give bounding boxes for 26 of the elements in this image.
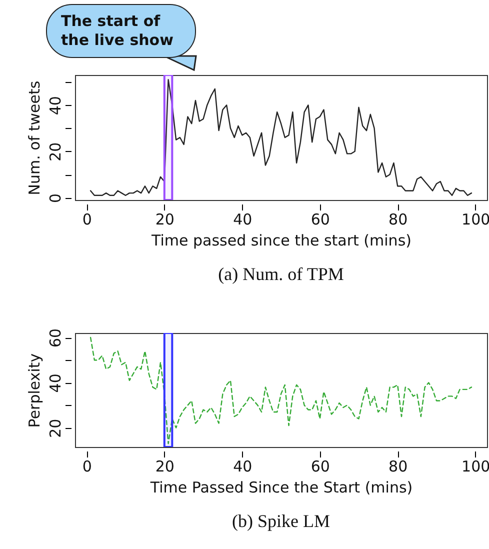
- x-tick-label: 80: [388, 210, 408, 228]
- x-tick-label: 60: [310, 210, 330, 228]
- x-tick-label: 20: [155, 210, 174, 228]
- x-axis-title: Time passed since the start (mins): [150, 232, 412, 250]
- text: (b) Spike LM: [232, 511, 330, 531]
- y-tick-label: 60: [46, 328, 64, 348]
- y-tick-label: 20: [46, 418, 64, 438]
- x-tick-label: 20: [155, 458, 174, 476]
- x-tick-label: 60: [310, 458, 330, 476]
- y-axis-title: Perplexity: [26, 353, 44, 428]
- y-tick-label: 40: [46, 374, 64, 393]
- y-tick-label: 40: [46, 96, 64, 116]
- y-tick-label: 0: [46, 193, 64, 203]
- line-series: [90, 336, 472, 444]
- text: (a) Num. of TPM: [218, 264, 344, 284]
- x-axis-title: Time Passed Since the Start (mins): [149, 478, 413, 496]
- x-tick-label: 100: [462, 458, 489, 476]
- x-tick-label: 100: [462, 210, 489, 228]
- y-axis-title: Num. of tweets: [26, 80, 44, 196]
- x-tick-label: 40: [233, 458, 252, 476]
- x-tick-label: 80: [388, 458, 408, 476]
- y-tick-label: 20: [46, 142, 64, 162]
- line-series: [90, 79, 472, 196]
- x-tick-label: 40: [233, 210, 252, 228]
- x-tick-label: 0: [82, 210, 92, 228]
- x-tick-label: 0: [82, 458, 92, 476]
